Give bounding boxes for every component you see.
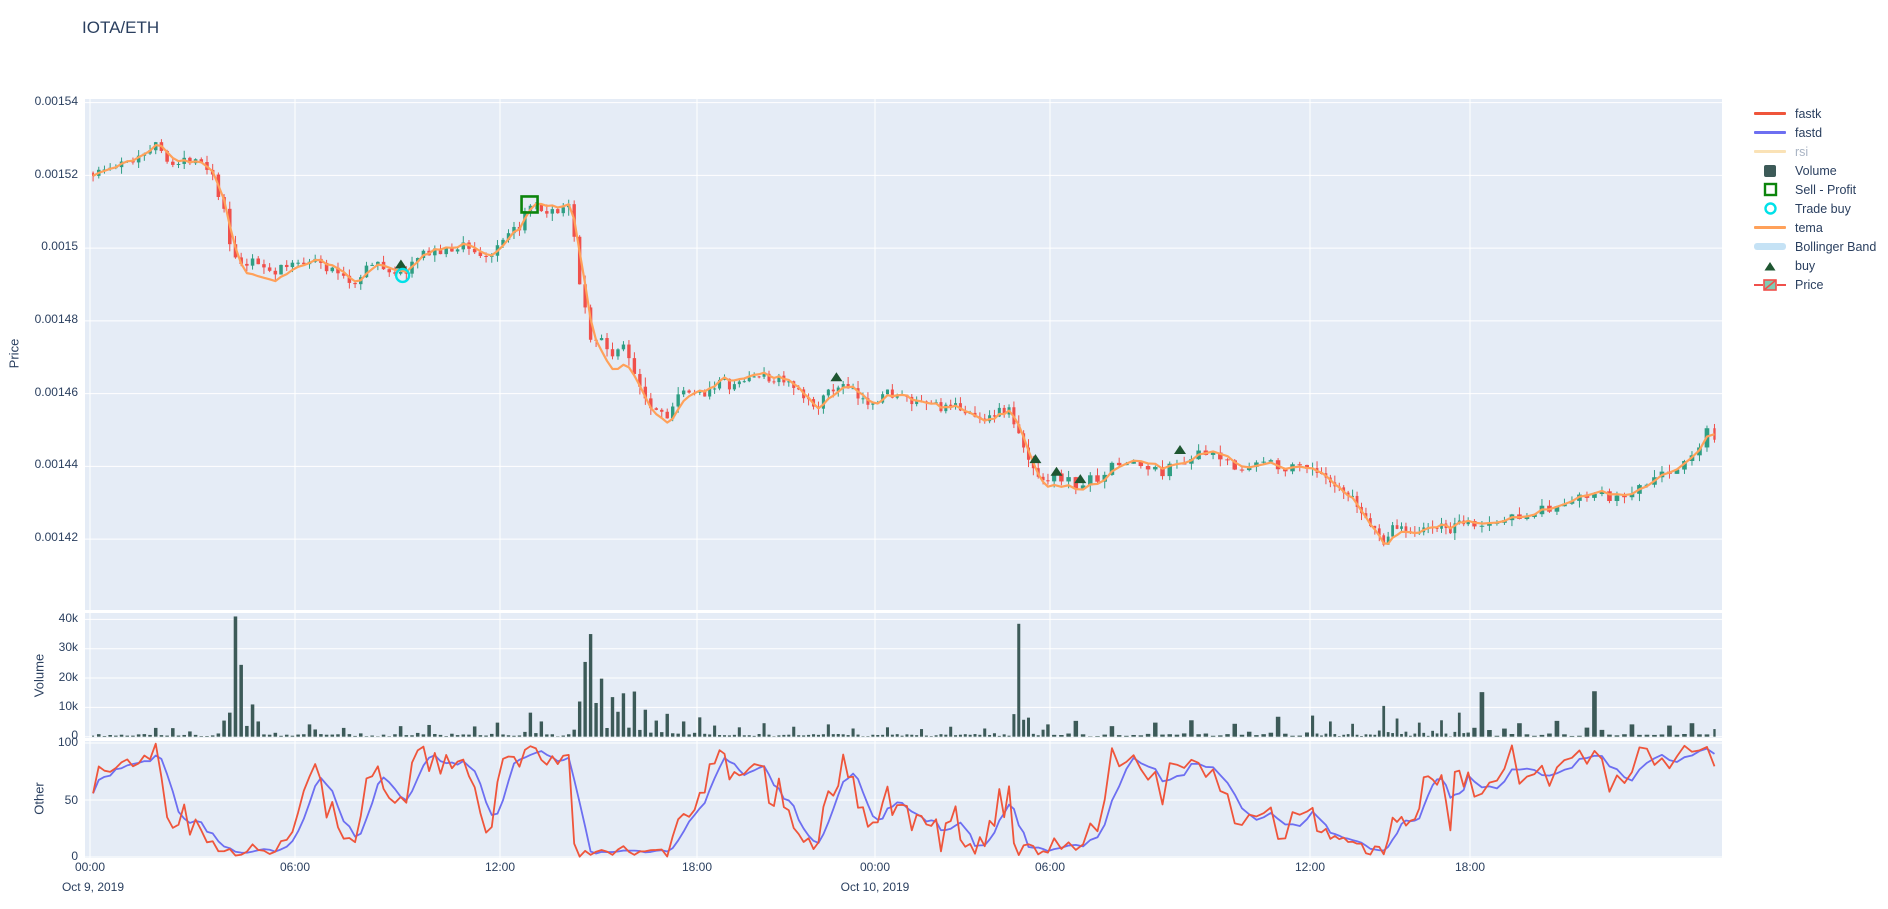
- legend-label: fastk: [1795, 106, 1822, 121]
- legend-item-trade-buy[interactable]: Trade buy: [1753, 199, 1876, 218]
- x-date-label: Oct 10, 2019: [840, 880, 910, 894]
- price-tick: 0.00152: [34, 167, 78, 181]
- price-tick: 0.0015: [41, 239, 78, 253]
- legend-label: Volume: [1795, 163, 1837, 178]
- page-title: IOTA/ETH: [82, 18, 160, 37]
- legend-item-tema[interactable]: tema: [1753, 218, 1876, 237]
- x-tick: 06:00: [1034, 860, 1066, 874]
- other-tick: 100: [57, 735, 78, 749]
- trade-buy-circle-icon: [1753, 201, 1787, 216]
- legend-label: Bollinger Band: [1795, 239, 1877, 254]
- legend-label: Sell - Profit: [1795, 182, 1857, 197]
- x-date-label: Oct 9, 2019: [61, 880, 125, 894]
- legend-label: Price: [1795, 277, 1824, 292]
- fastk-line-icon: [1753, 112, 1787, 115]
- legend-label: tema: [1795, 220, 1823, 235]
- x-tick: 12:00: [1294, 860, 1326, 874]
- x-tick: 12:00: [484, 860, 516, 874]
- legend-label: rsi: [1795, 144, 1809, 159]
- price-tick: 0.00154: [34, 94, 78, 108]
- other-tick: 0: [71, 849, 78, 863]
- buy-triangle-icon: [1753, 260, 1787, 272]
- price-candle-icon: [1753, 277, 1787, 293]
- legend-label: fastd: [1795, 125, 1823, 140]
- legend-item-price[interactable]: Price: [1753, 275, 1876, 294]
- volume-tick: 10k: [58, 699, 78, 713]
- sell-profit-square-icon: [1753, 182, 1787, 197]
- legend: fastk fastd rsi Volume Sell - Profit Tra…: [1753, 104, 1876, 294]
- legend-item-volume[interactable]: Volume: [1753, 161, 1876, 180]
- legend-label: buy: [1795, 258, 1816, 273]
- fastd-line-icon: [1753, 131, 1787, 134]
- volume-square-icon: [1753, 164, 1787, 178]
- volume-panel[interactable]: [85, 613, 1722, 738]
- legend-item-bollinger[interactable]: Bollinger Band: [1753, 237, 1876, 256]
- x-tick: 00:00: [859, 860, 891, 874]
- bollinger-band-icon: [1753, 243, 1787, 250]
- x-tick: 00:00: [74, 860, 106, 874]
- volume-tick: 30k: [58, 640, 78, 654]
- rsi-line-icon: [1753, 150, 1787, 153]
- legend-item-rsi[interactable]: rsi: [1753, 142, 1876, 161]
- legend-item-fastk[interactable]: fastk: [1753, 104, 1876, 123]
- price-tick: 0.00146: [34, 385, 78, 399]
- volume-tick: 20k: [58, 670, 78, 684]
- volume-tick: 0: [71, 728, 78, 742]
- legend-item-sell-profit[interactable]: Sell - Profit: [1753, 180, 1876, 199]
- price-tick: 0.00144: [34, 457, 78, 471]
- x-tick: 18:00: [1454, 860, 1486, 874]
- tema-line-icon: [1753, 226, 1787, 229]
- x-tick: 06:00: [279, 860, 311, 874]
- legend-item-buy[interactable]: buy: [1753, 256, 1876, 275]
- price-tick: 0.00148: [34, 312, 78, 326]
- price-panel[interactable]: [85, 99, 1722, 610]
- volume-tick: 40k: [58, 611, 78, 625]
- price-tick: 0.00142: [34, 530, 78, 544]
- other-tick: 50: [64, 793, 78, 807]
- legend-item-fastd[interactable]: fastd: [1753, 123, 1876, 142]
- legend-label: Trade buy: [1795, 201, 1851, 216]
- x-tick: 18:00: [681, 860, 713, 874]
